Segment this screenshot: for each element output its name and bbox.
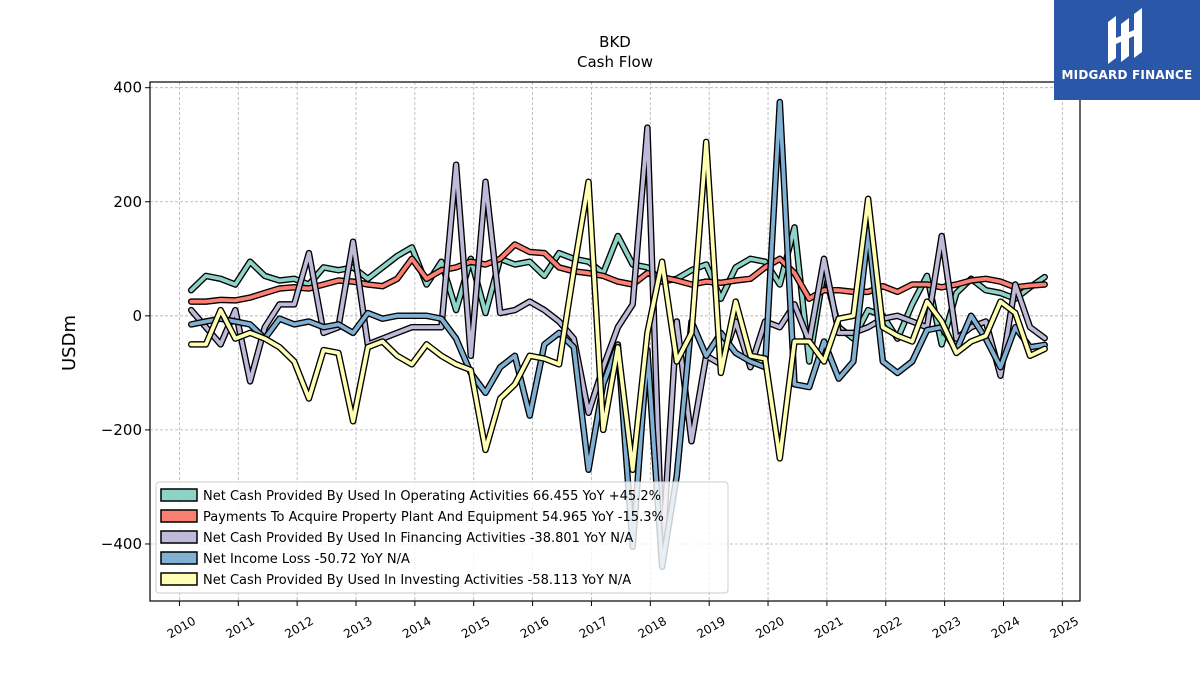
midgard-logo-icon: [1108, 8, 1142, 64]
legend-swatch: [160, 530, 198, 544]
y-tick-label: 0: [132, 307, 142, 325]
legend-label: Net Cash Provided By Used In Investing A…: [203, 573, 631, 588]
series-line: [189, 242, 1047, 304]
x-tick-label: 2021: [812, 614, 845, 641]
brand-name: MIDGARD FINANCE: [1061, 68, 1193, 82]
series-line: [189, 125, 1047, 558]
x-tick-label: 2019: [694, 614, 727, 641]
x-tick-label: 2025: [1048, 614, 1081, 641]
legend-box: [155, 481, 729, 594]
x-tick-label: 2012: [282, 614, 315, 641]
y-tick-label: −400: [101, 535, 142, 553]
legend-swatch: [160, 572, 198, 586]
series-line: [189, 225, 1047, 364]
x-tick-label: 2016: [518, 614, 551, 641]
chart-legend: Net Cash Provided By Used In Operating A…: [155, 481, 729, 594]
y-axis-label: USDm: [59, 315, 80, 371]
legend-swatch: [160, 551, 198, 565]
legend-label: Net Cash Provided By Used In Operating A…: [203, 489, 661, 504]
legend-label: Payments To Acquire Property Plant And E…: [203, 510, 664, 525]
y-tick-label: 200: [113, 193, 142, 211]
x-tick-label: 2015: [459, 614, 492, 641]
legend-swatch: [160, 509, 198, 523]
legend-label: Net Cash Provided By Used In Financing A…: [203, 531, 633, 546]
x-tick-label: 2017: [577, 614, 610, 641]
x-tick-label: 2011: [224, 614, 257, 641]
brand-logo: MIDGARD FINANCE: [1054, 0, 1200, 100]
y-tick-label: −200: [101, 421, 142, 439]
series-line: [189, 140, 1047, 472]
y-tick-label: 400: [113, 79, 142, 97]
x-tick-label: 2024: [989, 614, 1022, 641]
x-tick-label: 2022: [871, 614, 904, 641]
x-tick-label: 2014: [400, 614, 433, 641]
legend-swatch: [160, 488, 198, 502]
x-tick-label: 2020: [753, 614, 786, 641]
x-tick-label: 2018: [636, 614, 669, 641]
chart-title: BKD: [599, 33, 631, 51]
x-tick-label: 2013: [341, 614, 374, 641]
plot-frame: [149, 81, 1081, 602]
x-tick-label: 2010: [165, 614, 198, 641]
chart-series: [187, 98, 1048, 571]
legend-label: Net Income Loss -50.72 YoY N/A: [203, 552, 410, 567]
x-tick-label: 2023: [930, 614, 963, 641]
chart-subtitle: Cash Flow: [577, 53, 653, 71]
